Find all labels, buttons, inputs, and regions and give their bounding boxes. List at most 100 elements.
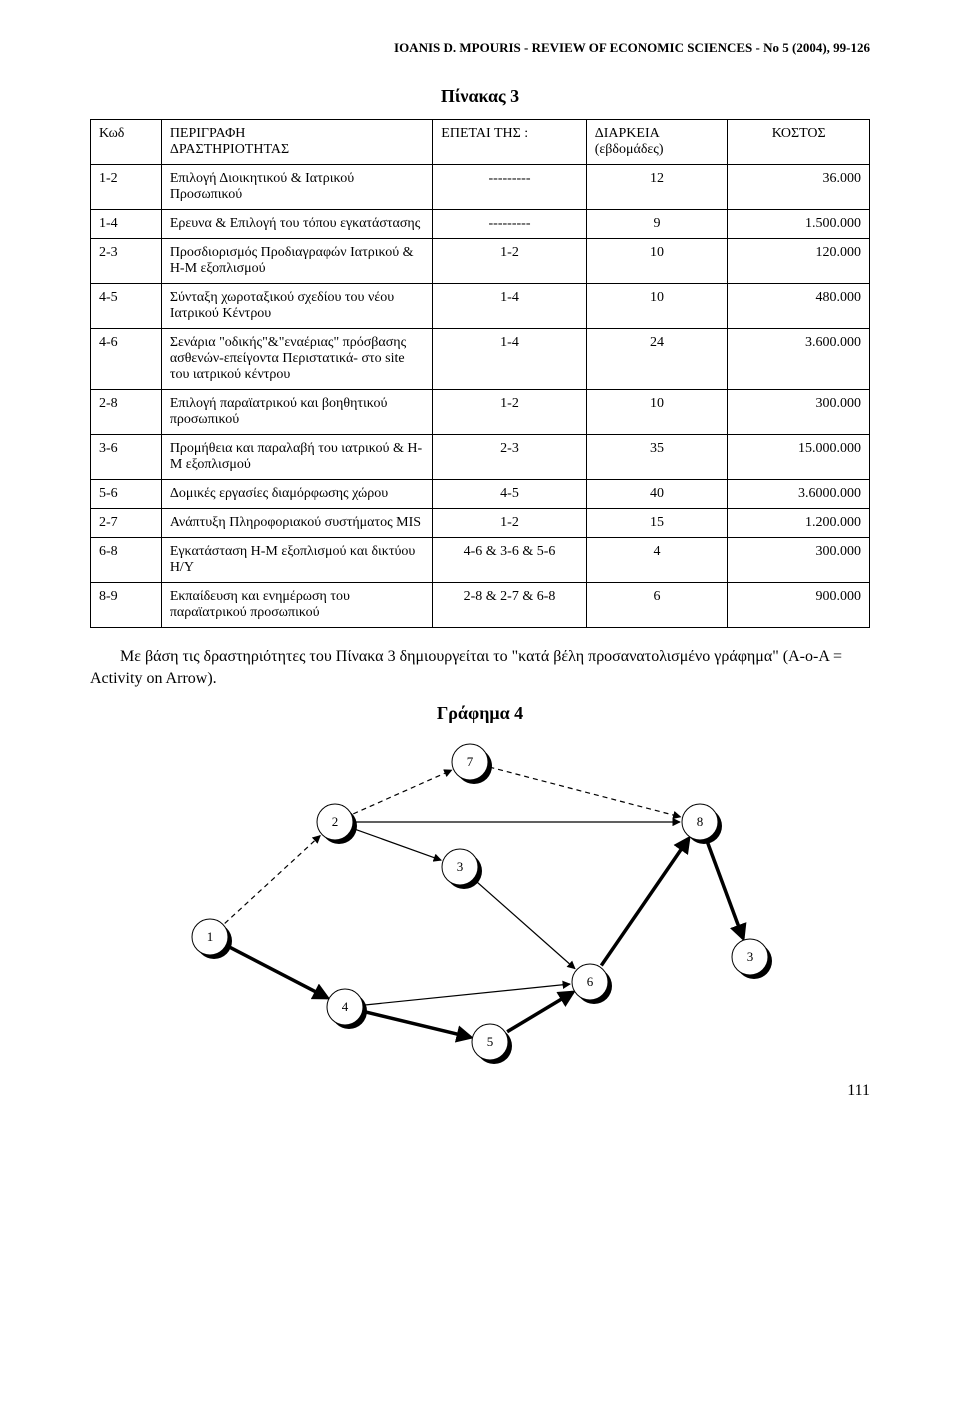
table-cell: 10 [586,239,728,284]
graph-node-label: 7 [467,754,474,769]
table-cell: Εγκατάσταση Η-Μ εξοπλισμού και δικτύου Η… [161,538,432,583]
network-graph: 123456783 [170,732,790,1072]
graph-edge [707,841,743,938]
table-cell: 9 [586,210,728,239]
table-cell: 2-8 & 2-7 & 6-8 [433,583,586,628]
table-cell: 1-2 [433,239,586,284]
table-cell: 6-8 [91,538,162,583]
col-header-sublabel: (εβδομάδες) [595,142,664,157]
table-cell: 15 [586,509,728,538]
graph-edge [354,829,441,860]
col-header-follows: ΕΠΕΤΑΙ ΤΗΣ : [433,120,586,165]
table-row: 2-7Ανάπτυξη Πληροφοριακού συστήματος MIS… [91,509,870,538]
graph-node-label: 1 [207,929,214,944]
table-cell: 1-2 [433,509,586,538]
table-cell: 10 [586,390,728,435]
table-cell: 4 [586,538,728,583]
activity-table: Κωδ ΠΕΡΙΓΡΑΦΗ ΔΡΑΣΤΗΡΙΟΤΗΤΑΣ ΕΠΕΤΑΙ ΤΗΣ … [90,119,870,628]
table-cell: 36.000 [728,165,870,210]
table-row: 3-6Προμήθεια και παραλαβή του ιατρικού &… [91,435,870,480]
col-header-label: ΔΙΑΡΚΕΙΑ [595,126,660,141]
table-cell: 10 [586,284,728,329]
table-cell: Ερευνα & Επιλογή του τόπου εγκατάστασης [161,210,432,239]
table-cell: 900.000 [728,583,870,628]
table-cell: 2-8 [91,390,162,435]
col-header-cost: ΚΟΣΤΟΣ [728,120,870,165]
table-row: 6-8Εγκατάσταση Η-Μ εξοπλισμού και δικτύο… [91,538,870,583]
table-row: 2-8Επιλογή παραϊατρικού και βοηθητικού π… [91,390,870,435]
table-cell: 6 [586,583,728,628]
table-cell: Επιλογή παραϊατρικού και βοηθητικού προσ… [161,390,432,435]
table-cell: 5-6 [91,480,162,509]
table-cell: 12 [586,165,728,210]
table-cell: 4-5 [433,480,586,509]
table-cell: Δομικές εργασίες διαμόρφωσης χώρου [161,480,432,509]
table-cell: Εκπαίδευση και ενημέρωση του παραϊατρικο… [161,583,432,628]
table-cell: Προσδιορισμός Προδιαγραφών Ιατρικού & Η-… [161,239,432,284]
table-cell: 1.200.000 [728,509,870,538]
graph-edge [601,838,688,965]
body-paragraph: Με βάση τις δραστηριότητες του Πίνακα 3 … [90,646,870,691]
table-cell: 300.000 [728,538,870,583]
col-header-label: ΠΕΡΙΓΡΑΦΗ [170,126,246,141]
graph-node: 2 [317,804,357,844]
table-cell: 3.6000.000 [728,480,870,509]
graph-edge [507,992,573,1031]
table-cell: --------- [433,165,586,210]
table-cell: 1-4 [433,284,586,329]
table-cell: 1-4 [91,210,162,239]
table-cell: 3.600.000 [728,329,870,390]
graph-node-label: 8 [697,814,704,829]
graph-edge [353,770,451,814]
graph-edge [475,880,575,968]
graph-node-label: 5 [487,1034,494,1049]
graph-node: 3 [732,939,772,979]
graph-node: 4 [327,989,367,1029]
col-header-code: Κωδ [91,120,162,165]
table-cell: 8-9 [91,583,162,628]
graph-node-label: 3 [747,949,754,964]
table-cell: 1.500.000 [728,210,870,239]
table-cell: 15.000.000 [728,435,870,480]
graph-node: 5 [472,1024,512,1064]
graph-edge [365,984,570,1005]
table-cell: 4-6 & 3-6 & 5-6 [433,538,586,583]
table-cell: 1-2 [91,165,162,210]
page-number: 111 [90,1082,870,1100]
table-row: 5-6Δομικές εργασίες διαμόρφωσης χώρου4-5… [91,480,870,509]
col-header-label: Κωδ [99,126,124,141]
table-header-row: Κωδ ΠΕΡΙΓΡΑΦΗ ΔΡΑΣΤΗΡΙΟΤΗΤΑΣ ΕΠΕΤΑΙ ΤΗΣ … [91,120,870,165]
table-row: 1-4Ερευνα & Επιλογή του τόπου εγκατάστασ… [91,210,870,239]
page-header: IOANIS D. MPOURIS - REVIEW OF ECONOMIC S… [90,40,870,56]
table-cell: 2-3 [433,435,586,480]
table-cell: 35 [586,435,728,480]
table-title: Πίνακας 3 [90,86,870,107]
graph-edge [225,835,321,923]
graph-node-label: 4 [342,999,349,1014]
table-cell: Σύνταξη χωροταξικού σχεδίου του νέου Ιατ… [161,284,432,329]
graph-edge [489,767,680,817]
graph-node: 7 [452,744,492,784]
table-cell: --------- [433,210,586,239]
col-header-label: ΚΟΣΤΟΣ [772,126,826,141]
table-row: 1-2Επιλογή Διοικητικού & Ιατρικού Προσωπ… [91,165,870,210]
table-cell: 1-2 [433,390,586,435]
table-row: 8-9Εκπαίδευση και ενημέρωση του παραϊατρ… [91,583,870,628]
table-cell: Ανάπτυξη Πληροφοριακού συστήματος MIS [161,509,432,538]
table-cell: Σενάρια "οδικής"&"εναέριας" πρόσβασης ασ… [161,329,432,390]
table-cell: 4-6 [91,329,162,390]
graph-node-label: 3 [457,859,464,874]
col-header-label: ΕΠΕΤΑΙ ΤΗΣ : [441,126,528,141]
table-cell: 2-3 [91,239,162,284]
table-cell: 2-7 [91,509,162,538]
table-cell: 24 [586,329,728,390]
col-header-sublabel: ΔΡΑΣΤΗΡΙΟΤΗΤΑΣ [170,142,289,157]
table-cell: 300.000 [728,390,870,435]
table-cell: Επιλογή Διοικητικού & Ιατρικού Προσωπικο… [161,165,432,210]
col-header-duration: ΔΙΑΡΚΕΙΑ (εβδομάδες) [586,120,728,165]
graph-title: Γράφημα 4 [90,703,870,724]
graph-edge [228,946,327,998]
table-row: 4-6Σενάρια "οδικής"&"εναέριας" πρόσβασης… [91,329,870,390]
graph-container: 123456783 [90,732,870,1072]
graph-node: 1 [192,919,232,959]
